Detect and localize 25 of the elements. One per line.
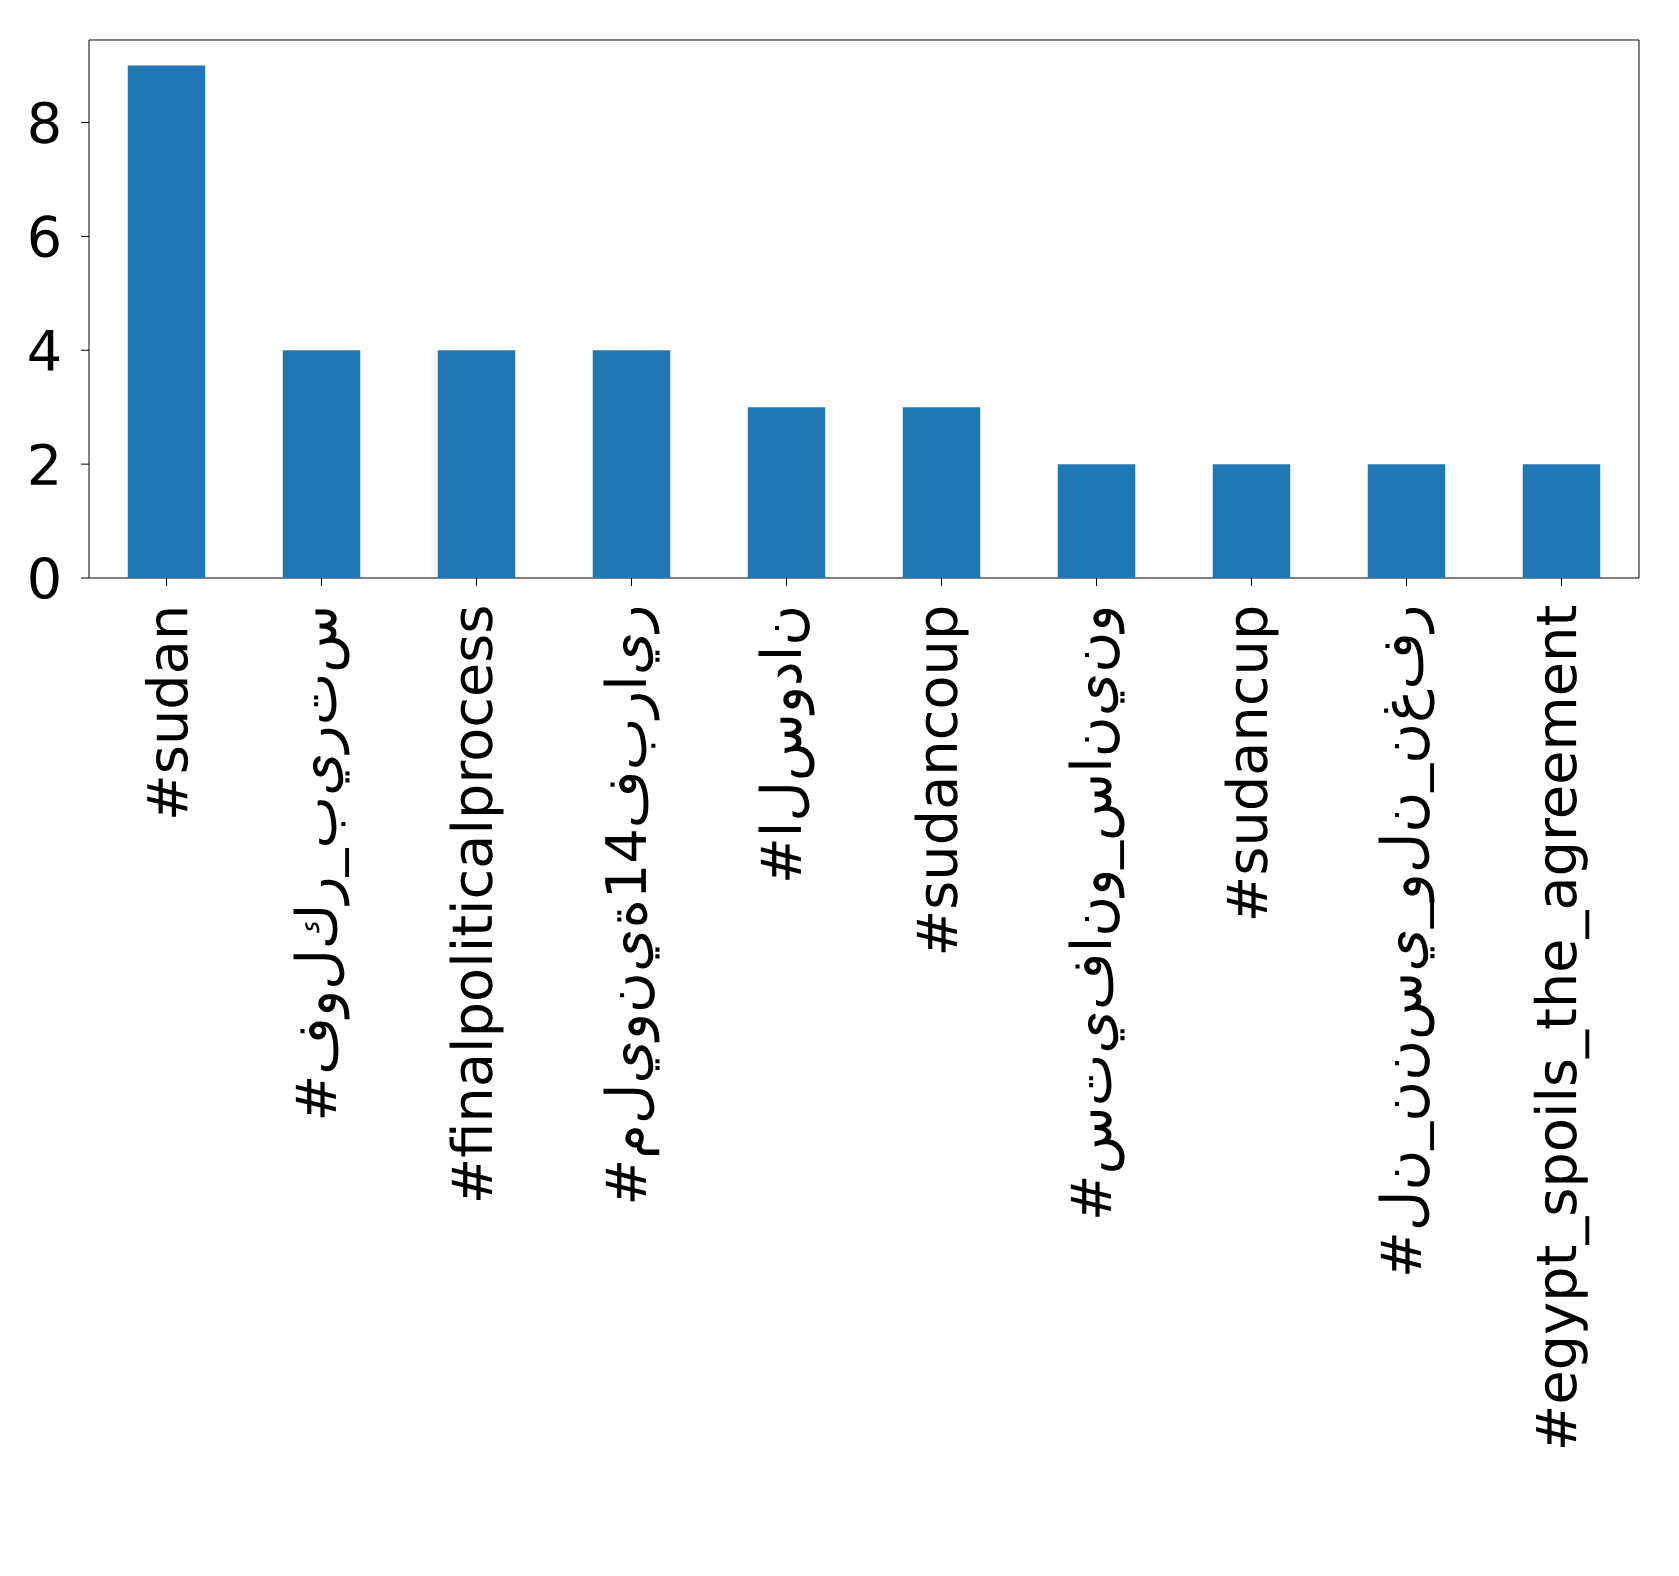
y-tick-label: 2 bbox=[30, 443, 57, 485]
x-tick-label: #لن_ننسي_ولن_نغفر bbox=[1378, 608, 1435, 1274]
bar bbox=[127, 65, 206, 578]
bar bbox=[1057, 464, 1136, 578]
x-tick-label: #sudancoup bbox=[914, 607, 969, 953]
x-tick-label: #egypt_spoils_the_agreement bbox=[1533, 606, 1590, 1448]
x-tick-label: #ستيفانو_سانينو bbox=[1068, 609, 1125, 1217]
bar bbox=[902, 407, 981, 578]
x-tick-label: #sudan bbox=[144, 609, 189, 817]
bar bbox=[1522, 464, 1601, 578]
bar bbox=[592, 350, 671, 578]
bar bbox=[437, 350, 516, 578]
x-tick-label: #السودان bbox=[758, 608, 815, 880]
x-tick-label: #مليونية14فبراير bbox=[603, 608, 660, 1202]
y-tick-label: 4 bbox=[29, 329, 60, 371]
x-tick-label: #sudancup bbox=[1224, 607, 1279, 919]
y-tick-label: 6 bbox=[30, 215, 59, 258]
y-tick-label: 8 bbox=[30, 101, 59, 144]
y-tick-label: 0 bbox=[30, 556, 59, 600]
bar bbox=[747, 407, 826, 578]
bar bbox=[282, 350, 361, 578]
bar bbox=[1367, 464, 1446, 578]
x-tick-label: #فولكر_بيرتس bbox=[293, 609, 350, 1118]
x-tick-label: #finalpoliticalprocess bbox=[449, 607, 504, 1201]
bar bbox=[1212, 464, 1291, 578]
